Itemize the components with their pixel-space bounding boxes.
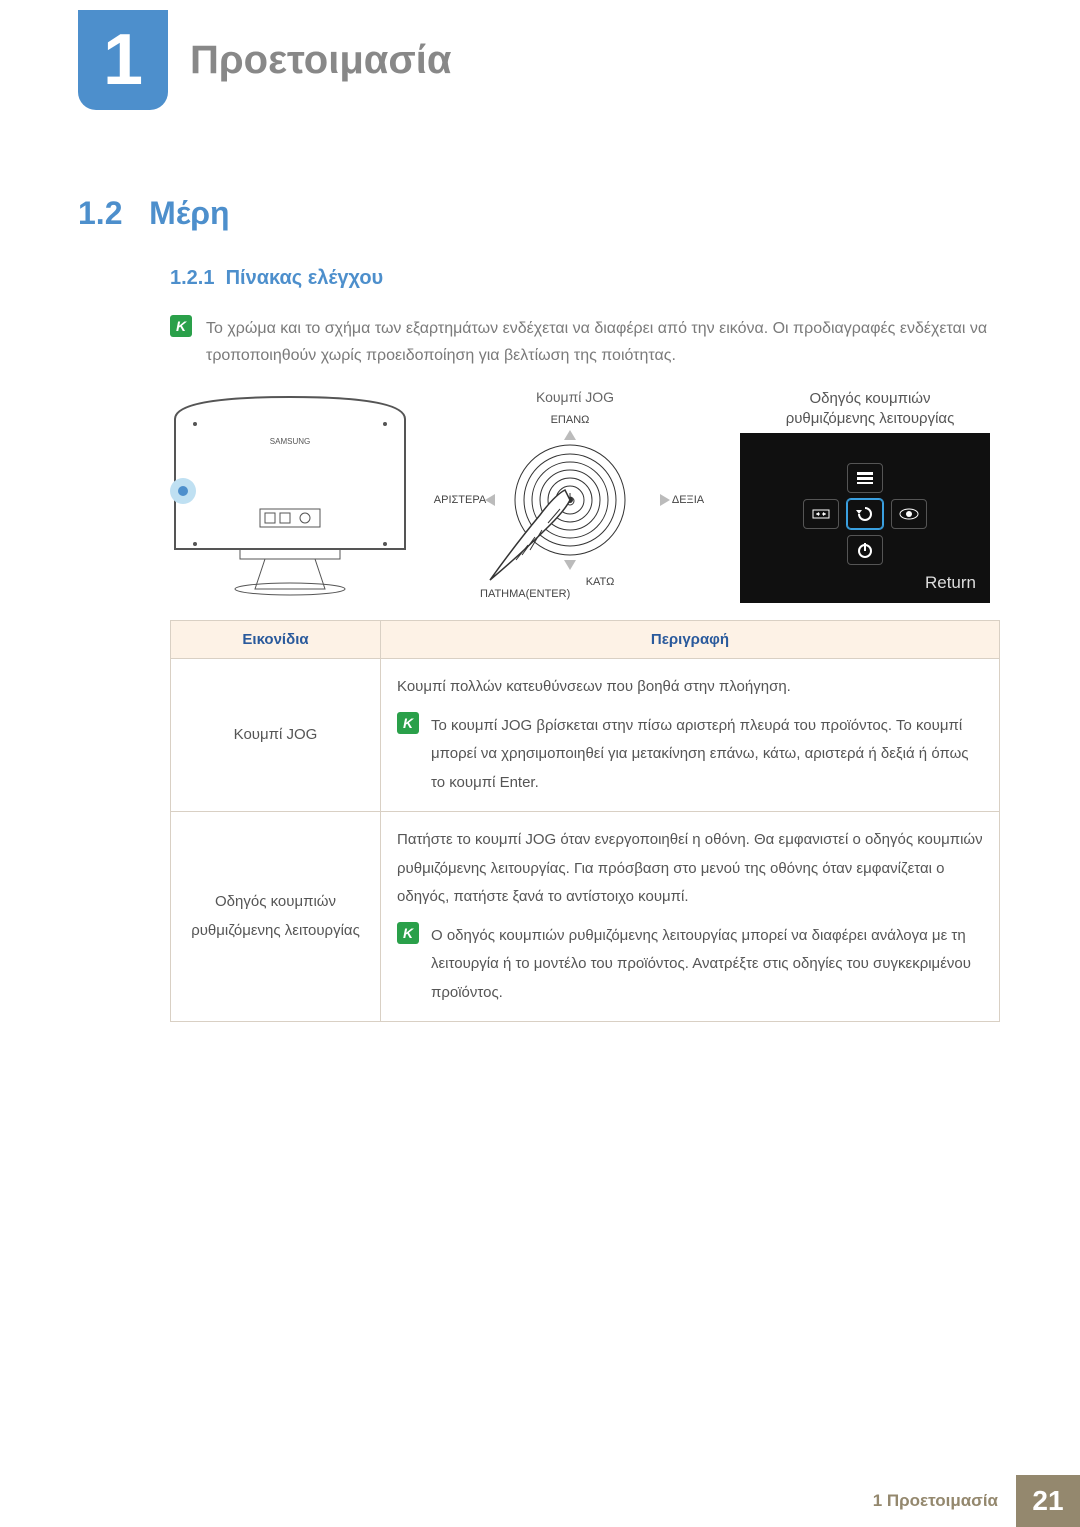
hand-icon xyxy=(490,490,570,580)
return-label: Return xyxy=(925,573,976,593)
page-footer: 1 Προετοιμασία 21 xyxy=(873,1475,1080,1527)
guide-btn-menu[interactable] xyxy=(847,463,883,493)
guide-btn-undo[interactable] xyxy=(847,499,883,529)
arrow-left-icon xyxy=(485,494,495,506)
jog-title: Κουμπί JOG xyxy=(430,389,720,405)
undo-icon xyxy=(856,505,874,523)
subsection-number: 1.2.1 xyxy=(170,267,214,289)
table-row: Κουμπί JOG Κουμπί πολλών κατευθύνσεων πο… xyxy=(171,659,1000,812)
desc-main-1: Πατήστε το κουμπί JOG όταν ενεργοποιηθεί… xyxy=(397,826,983,912)
guide-btn-eye[interactable] xyxy=(891,499,927,529)
footer-text: 1 Προετοιμασία xyxy=(873,1491,1016,1511)
guide-panel: Return xyxy=(740,433,990,603)
subsection-title: Πίνακας ελέγχου xyxy=(226,267,384,289)
guide-btn-power[interactable] xyxy=(847,535,883,565)
info-icon: K xyxy=(170,315,192,337)
section-number: 1.2 xyxy=(78,195,122,231)
guide-title: Οδηγός κουμπιών ρυθμιζόμενης λειτουργίας xyxy=(740,389,1000,428)
guide-btn-source[interactable] xyxy=(803,499,839,529)
description-table: Εικονίδια Περιγραφή Κουμπί JOG Κουμπί πο… xyxy=(170,620,1000,1022)
intro-note-text: Το χρώμα και το σχήμα των εξαρτημάτων εν… xyxy=(206,315,1000,369)
cell-desc-1: Πατήστε το κουμπί JOG όταν ενεργοποιηθεί… xyxy=(381,812,1000,1022)
chapter-header: 1 Προετοιμασία xyxy=(0,0,1080,130)
callout-dot-icon xyxy=(170,478,196,504)
arrow-down-icon xyxy=(564,560,576,570)
cell-desc-0: Κουμπί πολλών κατευθύνσεων που βοηθά στη… xyxy=(381,659,1000,812)
th-desc: Περιγραφή xyxy=(381,621,1000,659)
monitor-illustration: SAMSUNG xyxy=(170,389,410,604)
guide-column: Οδηγός κουμπιών ρυθμιζόμενης λειτουργίας xyxy=(740,389,1000,603)
chapter-number: 1 xyxy=(103,19,143,101)
desc-note-0: Το κουμπί JOG βρίσκεται στην πίσω αριστε… xyxy=(431,712,983,798)
table-row: Οδηγός κουμπιών ρυθμιζόμενης λειτουργίας… xyxy=(171,812,1000,1022)
subsection-heading: 1.2.1 Πίνακας ελέγχου xyxy=(170,267,1080,290)
arrow-right-icon xyxy=(660,494,670,506)
guide-title-1: Οδηγός κουμπιών xyxy=(810,390,931,407)
page-number: 21 xyxy=(1016,1475,1080,1527)
chapter-title: Προετοιμασία xyxy=(190,38,451,83)
menu-icon xyxy=(857,472,873,484)
jog-down-label: ΚΑΤΩ xyxy=(586,576,615,588)
jog-illustration: Κουμπί JOG ΕΠΑΝΩ ΑΡΙΣΤΕΡΑ ΔΕΞΙΑ ΚΑΤΩ ΠΑΤ… xyxy=(430,389,720,605)
arrow-up-icon xyxy=(564,430,576,440)
section-title: Μέρη xyxy=(149,195,229,231)
eye-icon xyxy=(899,507,919,521)
jog-right-label: ΔΕΞΙΑ xyxy=(672,494,705,506)
th-icons: Εικονίδια xyxy=(171,621,381,659)
desc-main-0: Κουμπί πολλών κατευθύνσεων που βοηθά στη… xyxy=(397,673,983,702)
cell-icon-label-1: Οδηγός κουμπιών ρυθμιζόμενης λειτουργίας xyxy=(171,812,381,1022)
brand-label: SAMSUNG xyxy=(270,437,310,446)
info-icon: K xyxy=(397,922,419,944)
guide-title-2: ρυθμιζόμενης λειτουργίας xyxy=(786,410,955,427)
source-icon xyxy=(812,507,830,521)
desc-note-1: Ο οδηγός κουμπιών ρυθμιζόμενης λειτουργί… xyxy=(431,922,983,1008)
jog-up-label: ΕΠΑΝΩ xyxy=(551,414,590,426)
chapter-badge: 1 xyxy=(78,10,168,110)
power-icon xyxy=(857,542,873,558)
info-icon: K xyxy=(397,712,419,734)
diagram-area: SAMSUNG Κουμπί JOG ΕΠΑΝΩ ΑΡΙΣΤΕΡΑ ΔΕΞΙΑ … xyxy=(170,389,1000,605)
jog-left-label: ΑΡΙΣΤΕΡΑ xyxy=(434,494,487,506)
cell-icon-label-0: Κουμπί JOG xyxy=(171,659,381,812)
intro-note: K Το χρώμα και το σχήμα των εξαρτημάτων … xyxy=(170,315,1000,369)
jog-press-label: ΠΑΤΗΜΑ(ENTER) xyxy=(480,588,570,600)
section-heading: 1.2 Μέρη xyxy=(78,195,1080,232)
